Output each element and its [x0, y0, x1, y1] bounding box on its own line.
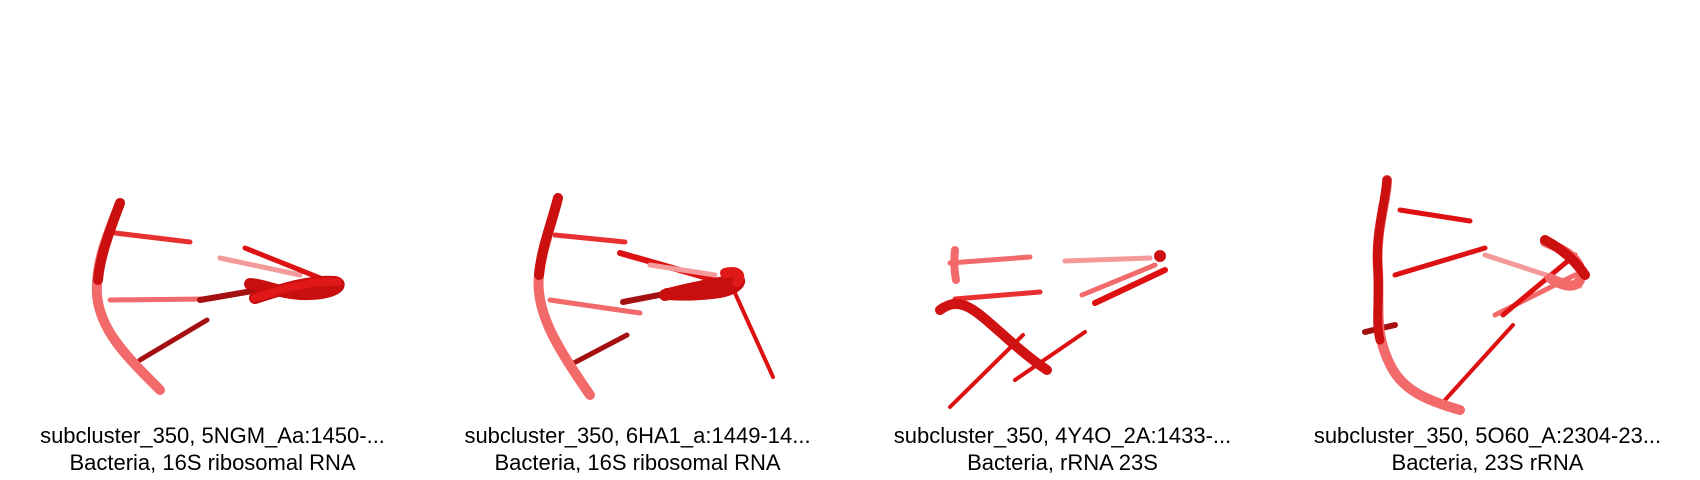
- structure-caption-4: subcluster_350, 5O60_A:2304-23... Bacter…: [1275, 422, 1700, 476]
- structure-panel-2: subcluster_350, 6HA1_a:1449-14... Bacter…: [425, 0, 850, 480]
- rna-structure-image-2: [533, 193, 775, 400]
- structure-panel-4: subcluster_350, 5O60_A:2304-23... Bacter…: [1275, 0, 1700, 480]
- structure-caption-2: subcluster_350, 6HA1_a:1449-14... Bacter…: [425, 422, 850, 476]
- structure-panel-1: subcluster_350, 5NGM_Aa:1450-... Bacteri…: [0, 0, 425, 480]
- organism-label: Bacteria, rRNA 23S: [967, 450, 1158, 475]
- structure-caption-3: subcluster_350, 4Y4O_2A:1433-... Bacteri…: [850, 422, 1275, 476]
- rna-structure-image-1: [91, 198, 345, 395]
- rna-structure-image-4: [1362, 175, 1590, 415]
- structure-id-label: subcluster_350, 5O60_A:2304-23...: [1313, 423, 1662, 448]
- organism-label: Bacteria, 16S ribosomal RNA: [69, 450, 356, 475]
- structure-panel-3: subcluster_350, 4Y4O_2A:1433-... Bacteri…: [850, 0, 1275, 480]
- structure-id-label: subcluster_350, 4Y4O_2A:1433-...: [893, 423, 1232, 448]
- structure-id-label: subcluster_350, 5NGM_Aa:1450-...: [40, 423, 385, 448]
- organism-label: Bacteria, 23S rRNA: [1391, 450, 1584, 475]
- organism-label: Bacteria, 16S ribosomal RNA: [494, 450, 781, 475]
- rna-structure-image-3: [935, 246, 1168, 409]
- structure-caption-1: subcluster_350, 5NGM_Aa:1450-... Bacteri…: [0, 422, 425, 476]
- structure-id-label: subcluster_350, 6HA1_a:1449-14...: [464, 423, 811, 448]
